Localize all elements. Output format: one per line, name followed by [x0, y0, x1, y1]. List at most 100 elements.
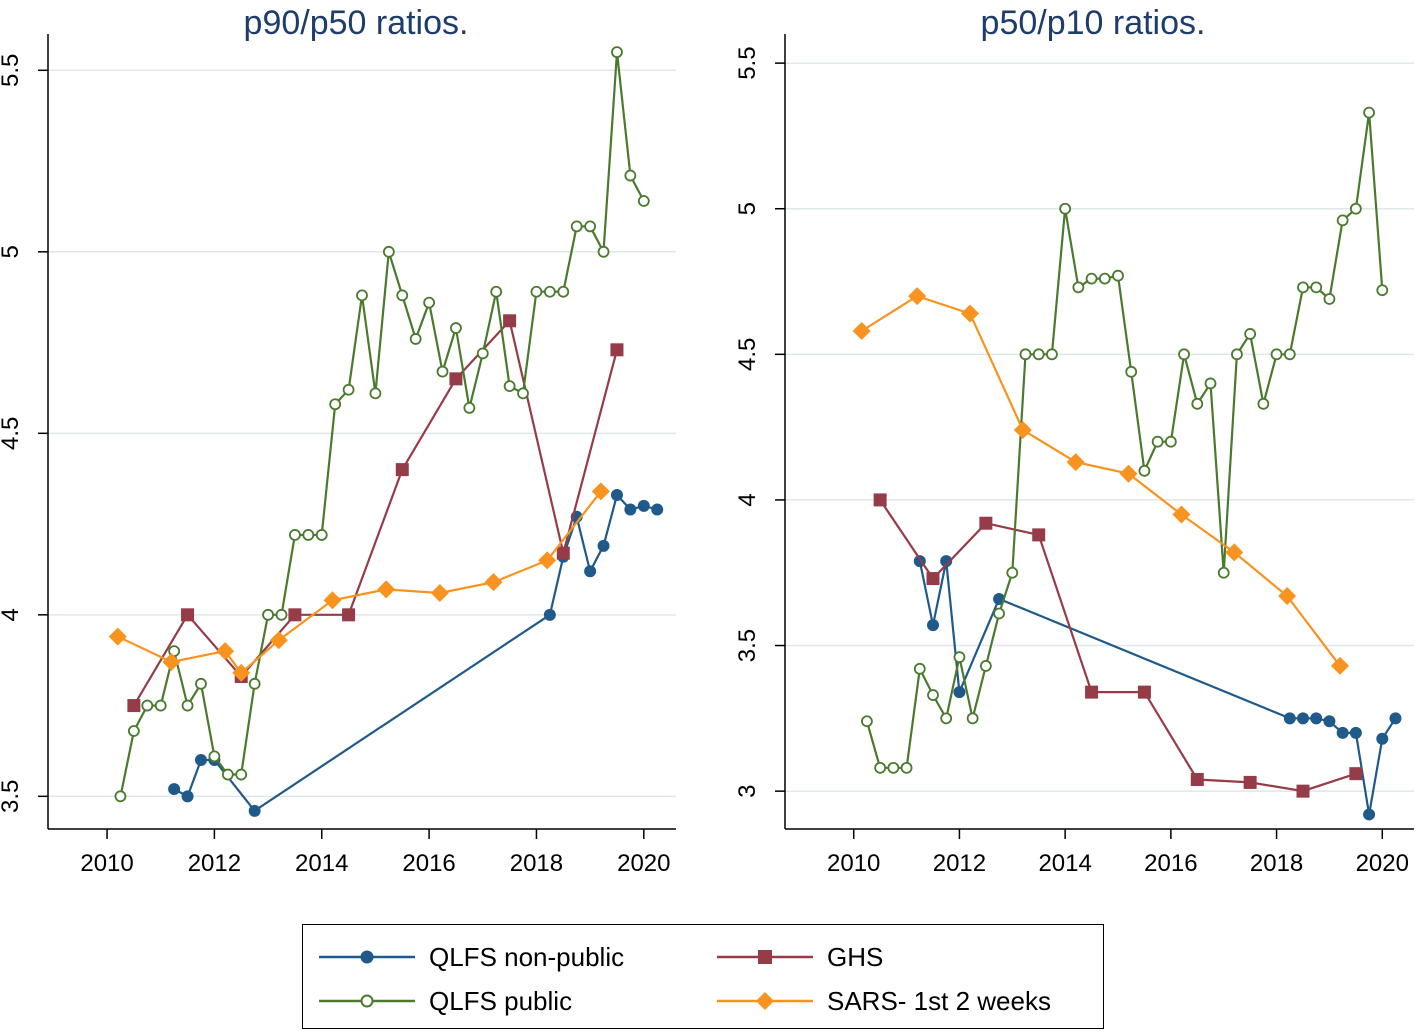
data-point — [570, 220, 583, 233]
y-tick-label: 4 — [0, 608, 24, 621]
data-point — [430, 584, 449, 603]
data-point — [342, 608, 356, 622]
data-point — [329, 398, 342, 411]
chart-panel-2: p50/p10 ratios. 3 3.5 4 4.5 5 5.5 2010 2012 2014 2… — [734, 4, 1414, 877]
data-point — [927, 619, 939, 632]
data-point — [557, 285, 570, 298]
data-point — [1225, 543, 1244, 562]
data-point — [1231, 348, 1243, 361]
data-point — [517, 387, 529, 400]
data-point — [1283, 712, 1296, 725]
data-point — [154, 699, 167, 712]
data-point — [1006, 566, 1019, 579]
data-point — [1331, 656, 1349, 675]
data-point — [269, 631, 288, 650]
x-tick-label: 2014 — [295, 850, 348, 877]
data-point — [127, 699, 141, 713]
x-tick-label: 2012 — [188, 850, 241, 877]
data-point — [940, 555, 953, 568]
data-point — [232, 663, 251, 682]
x-tick-label: 2018 — [1250, 850, 1303, 877]
data-point — [1013, 421, 1032, 440]
data-point — [913, 662, 926, 675]
legend-label-ghs: GHS — [827, 941, 884, 972]
data-point — [1178, 348, 1190, 361]
data-point — [993, 607, 1005, 620]
legend-label-sars: SARS- 1st 2 weeks — [827, 985, 1051, 1016]
data-point — [538, 551, 557, 570]
y-tick-label: 4.5 — [0, 417, 24, 450]
data-point — [556, 546, 570, 560]
data-point — [369, 387, 382, 400]
data-point — [127, 725, 140, 737]
data-point — [900, 761, 913, 774]
data-point — [108, 627, 127, 646]
y-tick-label: 3 — [734, 784, 761, 797]
data-point — [1363, 106, 1375, 119]
chart-title: p50/p10 ratios. — [981, 4, 1206, 42]
data-point — [1072, 281, 1085, 294]
data-point — [449, 372, 463, 386]
data-point — [141, 699, 154, 712]
series-line — [119, 52, 645, 797]
data-point — [342, 383, 355, 396]
data-point — [961, 304, 979, 323]
data-point — [1336, 726, 1349, 739]
x-tick-label: 2020 — [617, 850, 670, 877]
data-point — [1310, 281, 1323, 294]
series-line — [865, 112, 1384, 769]
data-point — [1244, 328, 1257, 340]
series-qlfs-public — [114, 46, 650, 803]
data-point — [1164, 435, 1177, 448]
data-point — [396, 289, 409, 302]
x-tick-label: 2010 — [80, 850, 133, 877]
x-tick-label: 2016 — [1144, 850, 1197, 877]
data-point — [1278, 587, 1297, 606]
data-point — [1297, 281, 1309, 294]
data-point — [1085, 272, 1098, 285]
data-point — [637, 195, 650, 207]
data-point — [181, 699, 194, 712]
data-point — [262, 608, 274, 621]
data-point — [248, 804, 261, 817]
y-tick-label: 5.5 — [734, 46, 761, 79]
data-point — [1323, 715, 1336, 728]
chart-panel-1: p90/p50 ratios. 3.5 4 4.5 5 5.5 2010 2012 2014 20… — [0, 4, 676, 877]
data-point — [275, 608, 288, 621]
legend-swatch-sars — [717, 992, 813, 1010]
data-point — [940, 712, 953, 725]
data-point — [1032, 528, 1046, 542]
data-point — [503, 314, 517, 328]
series-line — [173, 492, 658, 813]
legend-swatch-qlfs-public — [319, 994, 415, 1008]
x-tick-label: 2016 — [402, 850, 455, 877]
data-point — [1085, 685, 1099, 699]
data-point — [1296, 784, 1310, 798]
data-point — [490, 285, 503, 298]
legend-item-qlfs-nonpublic: QLFS non-public — [317, 937, 624, 977]
data-point — [966, 712, 979, 725]
data-point — [1283, 348, 1296, 361]
legend-item-ghs: GHS — [715, 937, 883, 977]
data-point — [356, 289, 368, 302]
data-point — [1270, 348, 1283, 361]
data-point — [624, 169, 637, 182]
legend-label-qlfs-public: QLFS public — [429, 985, 573, 1016]
series-ghs — [127, 314, 624, 713]
y-tick-label: 3.5 — [734, 629, 761, 662]
y-tick-label: 4 — [734, 493, 761, 506]
data-point — [1243, 775, 1257, 789]
data-point — [861, 715, 873, 728]
data-point — [1046, 348, 1058, 361]
data-point — [216, 642, 235, 661]
series-line — [879, 499, 1357, 793]
data-point — [852, 322, 871, 341]
legend-swatch-qlfs-nonpublic — [319, 950, 415, 964]
data-point — [1349, 726, 1362, 739]
x-tick-label: 2012 — [933, 850, 986, 877]
data-point — [953, 686, 966, 699]
data-point — [409, 333, 422, 345]
data-point — [377, 580, 396, 599]
data-point — [1066, 453, 1085, 472]
chart-title: p90/p50 ratios. — [244, 4, 469, 42]
